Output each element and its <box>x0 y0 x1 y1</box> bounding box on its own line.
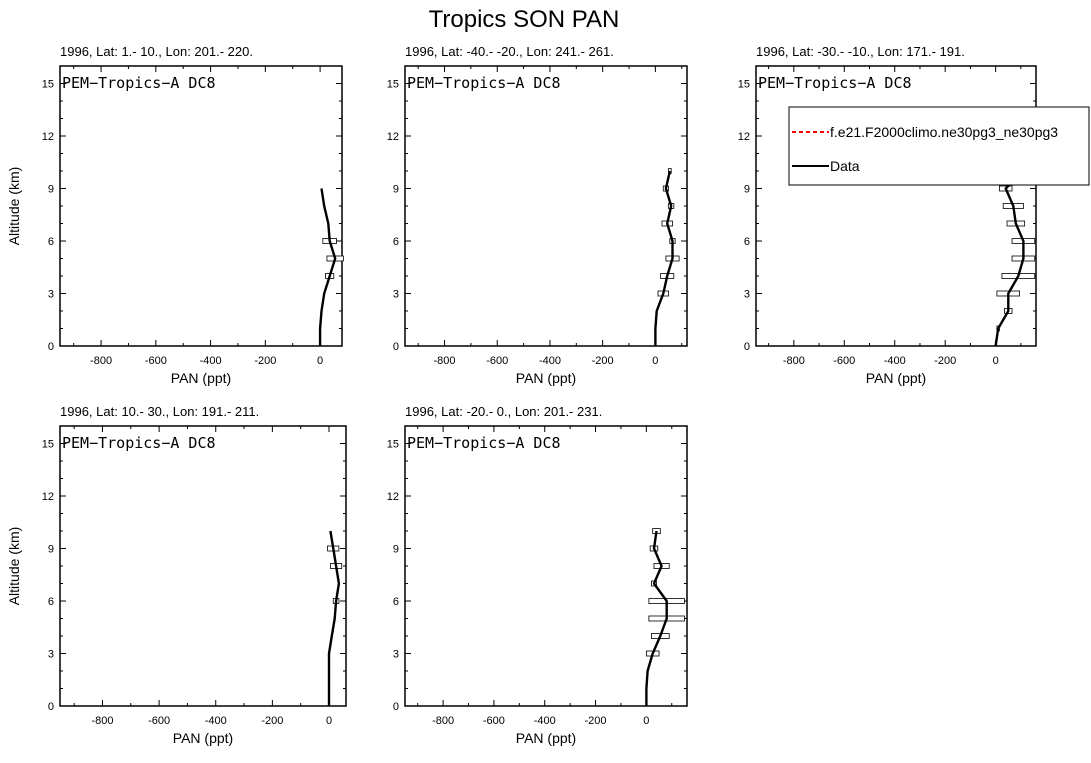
panel-annotation: PEM−Tropics−A DC8 <box>407 434 561 452</box>
y-tick-label: 9 <box>48 544 54 556</box>
y-axis-label: Altitude (km) <box>6 527 22 606</box>
panel-annotation: PEM−Tropics−A DC8 <box>62 434 216 452</box>
y-tick-label: 6 <box>48 236 54 248</box>
x-tick-label: -800 <box>90 355 112 367</box>
panel-title: 1996, Lat: -40.- -20., Lon: 241.- 261. <box>405 44 614 59</box>
series-line-data <box>645 530 668 706</box>
x-tick-label: 0 <box>652 355 658 367</box>
y-tick-label: 3 <box>393 649 399 661</box>
y-tick-label: 15 <box>738 79 750 91</box>
y-tick-label: 12 <box>42 131 54 143</box>
chart-panel: 1996, Lat: -20.- 0., Lon: 201.- 231. PEM−… <box>387 404 688 746</box>
x-tick-label: -200 <box>934 355 956 367</box>
y-tick-label: 15 <box>42 439 54 451</box>
panel-title: 1996, Lat: 1.- 10., Lon: 201.- 220. <box>60 44 253 59</box>
y-tick-label: 9 <box>393 544 399 556</box>
legend-box <box>788 106 1090 186</box>
x-tick-label: -200 <box>592 355 614 367</box>
panel-annotation: PEM−Tropics−A DC8 <box>407 74 561 92</box>
x-tick-label: -400 <box>539 355 561 367</box>
panel-annotation: PEM−Tropics−A DC8 <box>758 74 912 92</box>
y-tick-label: 12 <box>42 491 54 503</box>
y-tick-label: 12 <box>738 131 750 143</box>
x-tick-label: -600 <box>833 355 855 367</box>
y-tick-label: 15 <box>42 79 54 91</box>
x-tick-label: -400 <box>200 355 222 367</box>
panels: 1996, Lat: 1.- 10., Lon: 201.- 220. PEM−T… <box>6 44 1090 746</box>
panel-annotation: PEM−Tropics−A DC8 <box>62 74 216 92</box>
y-tick-label: 9 <box>48 184 54 196</box>
y-tick-label: 12 <box>387 131 399 143</box>
x-axis-label: PAN (ppt) <box>516 370 576 386</box>
x-tick-label: -200 <box>254 355 276 367</box>
figure-title: Tropics SON PAN <box>429 6 620 33</box>
chart-panel: 1996, Lat: 10.- 30., Lon: 191.- 211. PEM−… <box>6 404 347 746</box>
panel-title: 1996, Lat: 10.- 30., Lon: 191.- 211. <box>60 404 259 419</box>
panel-title: 1996, Lat: -20.- 0., Lon: 201.- 231. <box>405 404 602 419</box>
series-line-data <box>994 170 1025 347</box>
x-tick-label: -600 <box>145 355 167 367</box>
plot-frame <box>59 425 347 707</box>
plot-frame <box>404 425 688 707</box>
chart-panel: 1996, Lat: 1.- 10., Lon: 201.- 220. PEM−T… <box>6 44 344 386</box>
y-tick-label: 6 <box>393 236 399 248</box>
x-tick-label: -200 <box>585 715 607 727</box>
y-tick-label: 15 <box>387 439 399 451</box>
legend: f.e21.F2000climo.ne30pg3_ne30pg3 Data <box>788 106 1090 186</box>
x-tick-label: -400 <box>205 715 227 727</box>
plot-frame <box>59 65 343 347</box>
plot-frame <box>404 65 688 347</box>
x-tick-label: -800 <box>432 715 454 727</box>
y-tick-label: 12 <box>387 491 399 503</box>
x-tick-label: 0 <box>993 355 999 367</box>
x-tick-label: -800 <box>434 355 456 367</box>
y-axis-label: Altitude (km) <box>6 167 22 246</box>
x-tick-label: -600 <box>483 715 505 727</box>
y-tick-label: 6 <box>744 236 750 248</box>
x-tick-label: 0 <box>643 715 649 727</box>
chart-panel: 1996, Lat: -40.- -20., Lon: 241.- 261. PE… <box>387 44 688 386</box>
x-axis-label: PAN (ppt) <box>171 370 231 386</box>
y-tick-label: 3 <box>393 289 399 301</box>
series-line-data <box>654 170 674 346</box>
y-tick-label: 3 <box>744 289 750 301</box>
y-tick-label: 9 <box>744 184 750 196</box>
x-axis-label: PAN (ppt) <box>516 730 576 746</box>
y-tick-label: 3 <box>48 649 54 661</box>
y-tick-label: 0 <box>393 341 399 353</box>
chart-panel: 1996, Lat: -30.- -10., Lon: 171.- 191. PE… <box>738 44 1042 386</box>
x-axis-label: PAN (ppt) <box>173 730 233 746</box>
series-line-data <box>318 188 337 346</box>
x-tick-label: -400 <box>534 715 556 727</box>
y-tick-label: 6 <box>393 596 399 608</box>
x-tick-label: 0 <box>317 355 323 367</box>
y-tick-label: 0 <box>48 701 54 713</box>
x-tick-label: -600 <box>148 715 170 727</box>
y-tick-label: 0 <box>48 341 54 353</box>
x-tick-label: -600 <box>486 355 508 367</box>
y-tick-label: 6 <box>48 596 54 608</box>
y-tick-label: 3 <box>48 289 54 301</box>
legend-label: f.e21.F2000climo.ne30pg3_ne30pg3 <box>830 124 1058 140</box>
legend-label: Data <box>830 158 860 174</box>
x-axis-label: PAN (ppt) <box>866 370 926 386</box>
x-tick-label: -200 <box>261 715 283 727</box>
x-tick-label: -800 <box>783 355 805 367</box>
x-tick-label: -800 <box>91 715 113 727</box>
series-line-data <box>327 530 341 706</box>
y-tick-label: 9 <box>393 184 399 196</box>
y-tick-label: 0 <box>744 341 750 353</box>
panel-title: 1996, Lat: -30.- -10., Lon: 171.- 191. <box>756 44 965 59</box>
y-tick-label: 0 <box>393 701 399 713</box>
y-tick-label: 15 <box>387 79 399 91</box>
x-tick-label: -400 <box>884 355 906 367</box>
x-tick-label: 0 <box>326 715 332 727</box>
